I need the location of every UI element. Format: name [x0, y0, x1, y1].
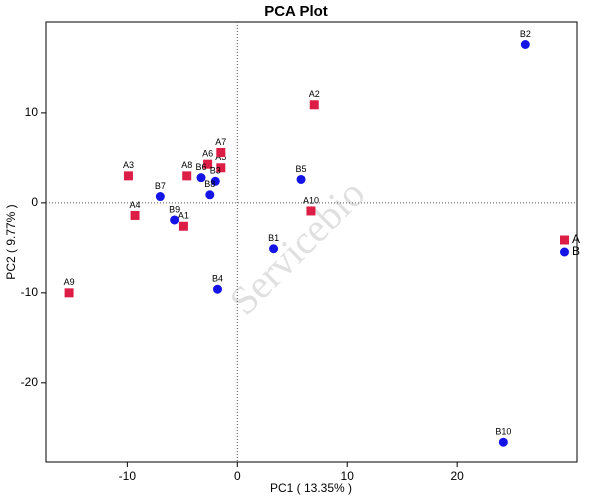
point [520, 39, 530, 49]
point [216, 163, 226, 173]
point [205, 190, 215, 200]
point-label: B7 [155, 181, 166, 191]
point [182, 171, 192, 181]
watermark: Servicebio [221, 171, 374, 324]
point [498, 437, 508, 447]
y-tick-label: -10 [21, 285, 39, 299]
legend-marker [560, 247, 569, 257]
point-label: A6 [202, 149, 213, 159]
point [306, 206, 316, 216]
point [309, 100, 319, 110]
point-label: B9 [169, 204, 180, 214]
point-label: B8 [204, 179, 215, 189]
point-label: B4 [212, 274, 223, 284]
point-label: A2 [309, 89, 320, 99]
point-label: A8 [181, 160, 192, 170]
point [269, 244, 279, 254]
point [64, 288, 74, 298]
y-tick-label: 10 [25, 105, 39, 119]
point-label: B6 [196, 162, 207, 172]
point-label: A4 [130, 200, 141, 210]
legend-marker [560, 235, 569, 245]
x-tick-label: 0 [234, 469, 241, 483]
point [296, 174, 306, 184]
point-label: B1 [268, 233, 279, 243]
point [178, 221, 188, 231]
point [203, 159, 213, 169]
point-label: A1 [178, 211, 189, 221]
point-label: B5 [296, 164, 307, 174]
y-axis-title: PC2 ( 9.77% ) [4, 204, 18, 279]
point-label: B2 [520, 29, 531, 39]
point [130, 210, 140, 220]
point-label: A7 [215, 137, 226, 147]
point-label: A10 [303, 195, 319, 205]
point [216, 147, 226, 157]
point [213, 284, 223, 294]
chart-title: PCA Plot [264, 3, 328, 20]
legend-label: B [572, 244, 580, 258]
x-tick-label: 20 [450, 469, 464, 483]
y-tick-label: 0 [31, 195, 38, 209]
y-tick-label: -20 [21, 375, 39, 389]
legend-label: A [572, 232, 580, 246]
x-tick-label: 10 [341, 469, 355, 483]
point-label: B10 [495, 427, 511, 437]
x-axis-title: PC1 ( 13.35% ) [270, 481, 352, 495]
point [196, 173, 206, 183]
point-label: A9 [64, 277, 75, 287]
point [210, 176, 220, 186]
point [123, 171, 133, 181]
x-tick-label: -10 [119, 469, 137, 483]
point-label: B3 [210, 166, 221, 176]
point-label: A5 [215, 152, 226, 162]
plot-frame [45, 21, 578, 463]
point [170, 215, 180, 225]
point [155, 192, 165, 202]
point-label: A3 [123, 160, 134, 170]
